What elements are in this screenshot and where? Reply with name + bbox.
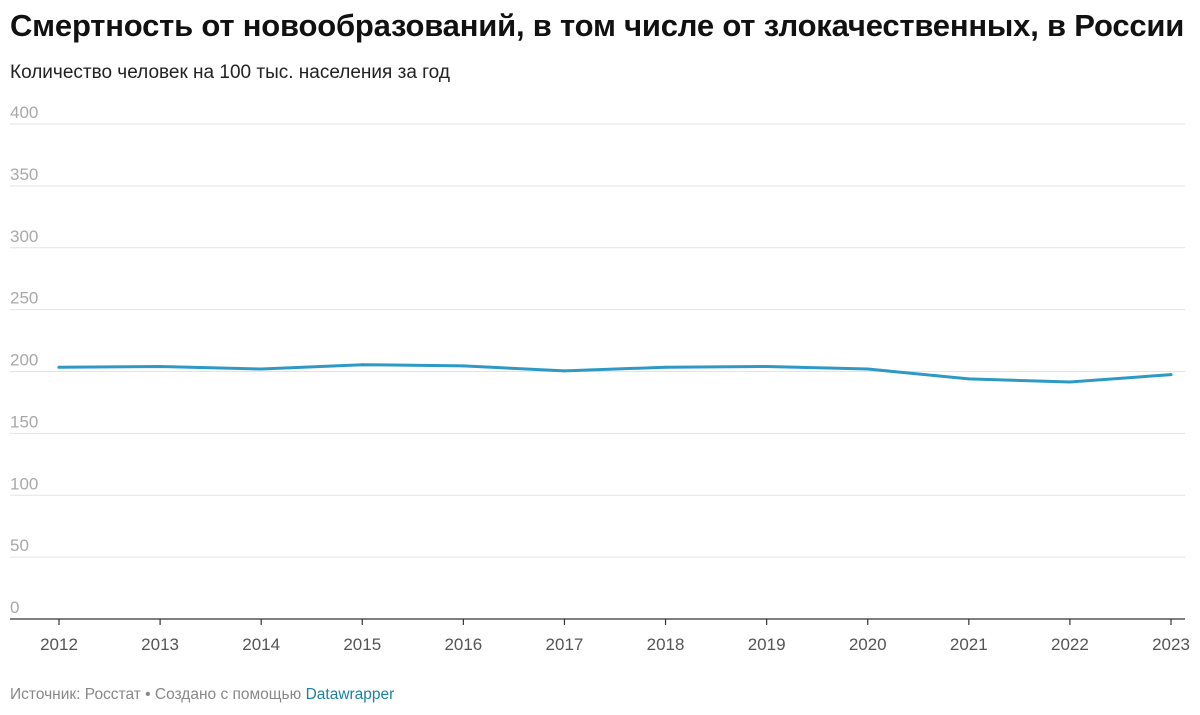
footer-brand-link[interactable]: Datawrapper [305, 686, 395, 703]
data-point [360, 363, 364, 367]
data-point [664, 365, 667, 369]
data-point [158, 365, 162, 368]
y-tick-label: 300 [10, 227, 38, 246]
y-tick-label: 350 [10, 165, 38, 184]
x-tick-label: 2019 [748, 635, 786, 654]
y-tick-label: 50 [10, 536, 29, 555]
x-tick-label: 2013 [141, 635, 179, 654]
y-axis-ticks: 0 50 100 150 200 250 300 350 400 [10, 103, 38, 617]
data-point [563, 369, 566, 373]
footer: Источник: Росстат • Создано с помощью Da… [10, 686, 394, 704]
x-tick-label: 2016 [444, 635, 482, 654]
series-line [57, 363, 1173, 384]
data-point [461, 364, 465, 368]
x-tick-label: 2022 [1051, 635, 1089, 654]
gridlines [10, 123, 1185, 558]
data-point [1068, 380, 1072, 384]
x-tick-label: 2020 [849, 635, 887, 654]
x-tick-label: 2017 [546, 635, 584, 654]
series-lines [57, 363, 1173, 384]
y-tick-label: 250 [10, 289, 38, 308]
data-point [1169, 373, 1173, 377]
y-tick-label: 150 [10, 412, 38, 431]
x-tick-label: 2012 [40, 635, 78, 654]
x-tick-label: 2014 [242, 635, 280, 654]
y-tick-label: 400 [10, 103, 38, 122]
y-tick-label: 0 [10, 598, 19, 617]
y-tick-label: 100 [10, 474, 38, 493]
x-tick-label: 2015 [343, 635, 381, 654]
footer-source: Источник: Росстат • Создано с помощью [10, 686, 306, 703]
data-point [765, 365, 769, 368]
x-tick-label: 2023 [1152, 635, 1190, 654]
y-tick-label: 200 [10, 351, 38, 370]
chart-subtitle: Количество человек на 100 тыс. населения… [10, 62, 450, 83]
chart-title: Смертность от новообразований, в том чис… [10, 8, 1185, 43]
data-point [866, 367, 870, 371]
data-point [57, 365, 61, 369]
x-tick-label: 2018 [647, 635, 685, 654]
data-point [967, 377, 971, 381]
data-point [259, 367, 263, 371]
x-tick-label: 2021 [950, 635, 988, 654]
x-axis: 2012 2013 2014 2015 2016 2017 2018 2019 2020 2021… [10, 618, 1190, 654]
